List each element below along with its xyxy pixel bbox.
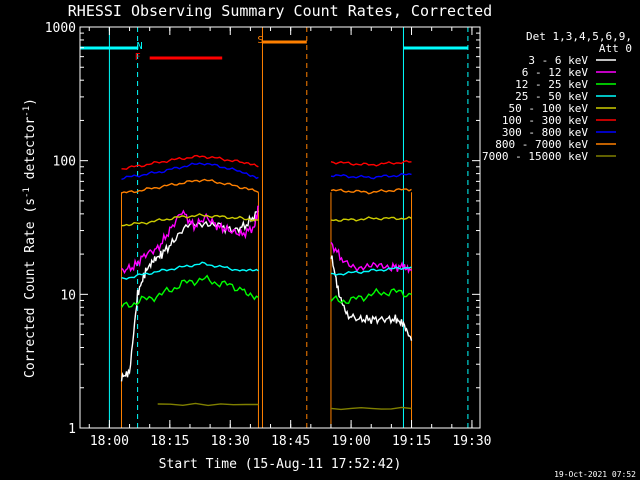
x-tick-label: 19:30	[452, 434, 491, 449]
annotation-f: F	[135, 52, 141, 63]
series-line	[121, 261, 259, 280]
series-line	[330, 406, 412, 411]
legend-label: 12 - 25 keV	[515, 78, 588, 91]
legend-label: 6 - 12 keV	[522, 66, 589, 79]
series-line	[330, 266, 412, 276]
x-tick-label: 19:15	[392, 434, 431, 449]
series-line	[157, 402, 259, 407]
series-line	[330, 160, 412, 167]
series-line	[121, 213, 259, 227]
series-line	[330, 172, 412, 180]
series-line	[330, 241, 413, 274]
x-axis: 18:00 18:15 18:30 18:45 19:00 19:15 19:30	[88, 27, 492, 449]
series-line	[121, 178, 259, 194]
y-axis-label: Corrected Count Rate (s-1 detector-1)	[22, 98, 38, 378]
x-tick-label: 18:30	[211, 434, 250, 449]
legend-label: 25 - 50 keV	[515, 90, 588, 103]
legend-label: 50 - 100 keV	[509, 102, 589, 115]
legend-header-1: Det 1,3,4,5,6,9,	[526, 30, 632, 43]
series-line	[120, 274, 259, 308]
series-line	[121, 205, 260, 275]
chart-title: RHESSI Observing Summary Count Rates, Co…	[68, 2, 492, 20]
legend-label: 100 - 300 keV	[502, 114, 588, 127]
legend-header-2: Att 0	[599, 42, 632, 55]
y-tick-label: 1	[68, 422, 76, 437]
legend-label: 800 - 7000 keV	[495, 138, 588, 151]
legend-label: 3 - 6 keV	[528, 54, 588, 67]
y-tick-label: 10	[60, 288, 76, 303]
series-line	[330, 216, 412, 222]
x-axis-label: Start Time (15-Aug-11 17:52:42)	[159, 457, 402, 472]
series-line	[121, 162, 259, 181]
plot-area: NF S	[80, 27, 469, 428]
legend-label: 300 - 800 keV	[502, 126, 588, 139]
y-tick-label: 1000	[45, 21, 76, 36]
x-tick-label: 19:00	[332, 434, 371, 449]
x-tick-label: 18:15	[150, 434, 189, 449]
y-axis: 1 10 100 1000	[45, 21, 480, 437]
series-line	[121, 154, 259, 170]
x-tick-label: 18:45	[271, 434, 310, 449]
series-line	[330, 188, 412, 195]
x-tick-label: 18:00	[90, 434, 129, 449]
legend-label: 7000 - 15000 keV	[482, 150, 588, 163]
series-line	[330, 287, 412, 305]
timestamp: 19-Oct-2021 07:52	[554, 470, 636, 479]
y-tick-label: 100	[53, 155, 76, 170]
annotation-s: S	[257, 35, 263, 46]
annotation-n: N	[137, 41, 143, 52]
plot-frame	[79, 26, 481, 429]
